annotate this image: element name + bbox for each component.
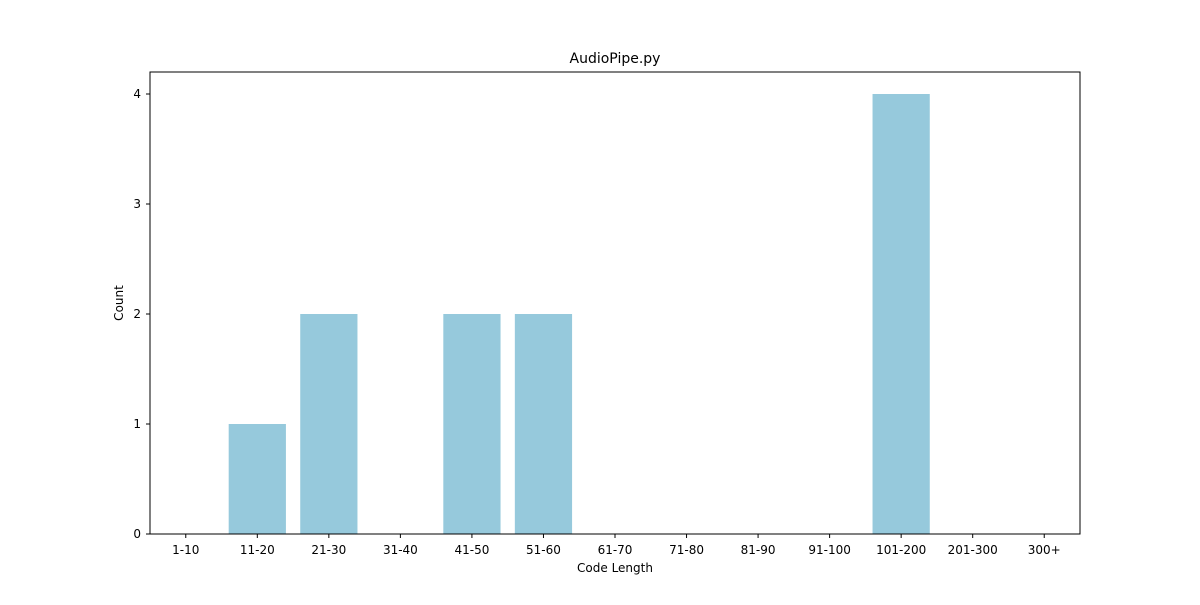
bar-51-60 bbox=[514, 314, 573, 534]
x-tick-label: 51-60 bbox=[526, 543, 561, 557]
x-tick-label: 91-100 bbox=[808, 543, 851, 557]
x-tick-label: 71-80 bbox=[669, 543, 704, 557]
y-tick-label: 1 bbox=[133, 417, 141, 431]
y-axis: 0 1 2 3 4 bbox=[133, 87, 150, 541]
x-tick-label: 101-200 bbox=[876, 543, 926, 557]
plot-frame bbox=[149, 71, 1081, 535]
bars-group bbox=[228, 94, 930, 534]
x-tick-label: 31-40 bbox=[383, 543, 418, 557]
x-tick-label: 41-50 bbox=[454, 543, 489, 557]
y-tick-label: 3 bbox=[133, 197, 141, 211]
bar-11-20 bbox=[228, 424, 286, 534]
y-tick-label: 0 bbox=[133, 527, 141, 541]
x-axis-label: Code Length bbox=[577, 561, 653, 575]
chart-title: AudioPipe.py bbox=[570, 51, 661, 67]
x-tick-label: 11-20 bbox=[240, 543, 275, 557]
y-axis-label: Count bbox=[112, 285, 126, 321]
bar-101-200 bbox=[872, 94, 930, 534]
bar-21-30 bbox=[300, 314, 358, 534]
x-tick-label: 300+ bbox=[1028, 543, 1061, 557]
x-tick-label: 61-70 bbox=[598, 543, 633, 557]
x-tick-label: 201-300 bbox=[948, 543, 998, 557]
bar-41-50 bbox=[443, 314, 501, 534]
x-tick-label: 1-10 bbox=[172, 543, 199, 557]
x-axis: 1-10 11-20 21-30 31-40 41-50 51-60 61-70 71-80 8… bbox=[172, 534, 1061, 557]
y-tick-label: 2 bbox=[133, 307, 141, 321]
x-tick-label: 21-30 bbox=[311, 543, 346, 557]
y-tick-label: 4 bbox=[133, 87, 141, 101]
x-tick-label: 81-90 bbox=[741, 543, 776, 557]
